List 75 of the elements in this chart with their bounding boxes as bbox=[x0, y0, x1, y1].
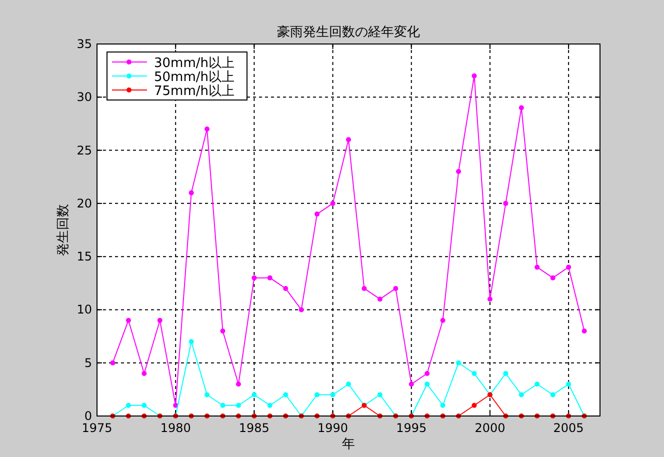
point bbox=[157, 318, 162, 323]
point bbox=[408, 382, 414, 387]
point bbox=[267, 275, 272, 280]
x-tick-label: 1990 bbox=[318, 421, 348, 435]
x-tick-label: 1975 bbox=[82, 421, 112, 435]
point bbox=[126, 318, 131, 323]
point bbox=[503, 370, 508, 376]
point bbox=[362, 286, 367, 291]
point bbox=[440, 402, 446, 408]
point bbox=[283, 286, 288, 291]
y-tick-label: 25 bbox=[76, 143, 92, 158]
point bbox=[220, 402, 226, 408]
point bbox=[252, 275, 257, 280]
point bbox=[314, 212, 320, 217]
y-tick-label: 35 bbox=[76, 37, 92, 51]
point bbox=[173, 402, 178, 408]
point bbox=[204, 126, 210, 132]
legend-label: 30mm/h以上 bbox=[154, 56, 234, 71]
point bbox=[456, 169, 462, 174]
point bbox=[456, 360, 462, 366]
point bbox=[440, 318, 446, 323]
point bbox=[330, 392, 336, 398]
point bbox=[582, 328, 587, 334]
legend-label: 50mm/h以上 bbox=[154, 70, 234, 85]
x-tick-label: 1980 bbox=[160, 421, 191, 435]
point bbox=[472, 402, 477, 408]
point bbox=[204, 392, 210, 398]
point bbox=[142, 370, 147, 376]
y-tick-label: 5 bbox=[84, 356, 92, 370]
y-tick-label: 30 bbox=[76, 90, 92, 104]
point bbox=[330, 200, 336, 206]
x-tick-label: 1985 bbox=[238, 421, 270, 435]
x-tick-label: 1995 bbox=[396, 421, 427, 435]
y-tick-label: 15 bbox=[76, 250, 92, 264]
point bbox=[550, 392, 556, 398]
point bbox=[472, 73, 477, 78]
point bbox=[188, 339, 194, 344]
point bbox=[188, 190, 194, 196]
point bbox=[566, 264, 572, 270]
point bbox=[503, 200, 508, 206]
point bbox=[298, 307, 304, 312]
chart-title: 豪雨発生回数の経年変化 bbox=[277, 24, 420, 40]
point bbox=[110, 360, 116, 366]
point bbox=[377, 392, 382, 398]
point bbox=[126, 402, 131, 408]
point bbox=[236, 402, 241, 408]
y-tick-label: 20 bbox=[76, 196, 92, 210]
x-tick-label: 2000 bbox=[474, 421, 506, 435]
x-axis-title: 年 bbox=[342, 437, 355, 452]
point bbox=[142, 402, 147, 408]
point bbox=[220, 328, 226, 334]
point bbox=[283, 392, 288, 398]
y-tick-label: 0 bbox=[84, 409, 92, 423]
point bbox=[346, 382, 351, 387]
point bbox=[236, 382, 241, 387]
point bbox=[393, 286, 398, 291]
point bbox=[377, 296, 382, 302]
point bbox=[424, 370, 430, 376]
point bbox=[550, 275, 556, 280]
point bbox=[472, 370, 477, 376]
point bbox=[566, 382, 572, 387]
point bbox=[314, 392, 320, 398]
point bbox=[534, 264, 540, 270]
y-tick-label: 10 bbox=[76, 302, 92, 317]
point bbox=[424, 382, 430, 387]
point bbox=[518, 392, 524, 398]
legend-label: 75mm/h以上 bbox=[154, 84, 234, 99]
point bbox=[534, 382, 540, 387]
x-tick-label: 2005 bbox=[553, 421, 584, 435]
point bbox=[487, 296, 492, 302]
point bbox=[267, 402, 272, 408]
y-axis-title: 発生回数 bbox=[56, 204, 71, 256]
point bbox=[252, 392, 257, 398]
point bbox=[346, 137, 351, 142]
point bbox=[518, 105, 524, 110]
